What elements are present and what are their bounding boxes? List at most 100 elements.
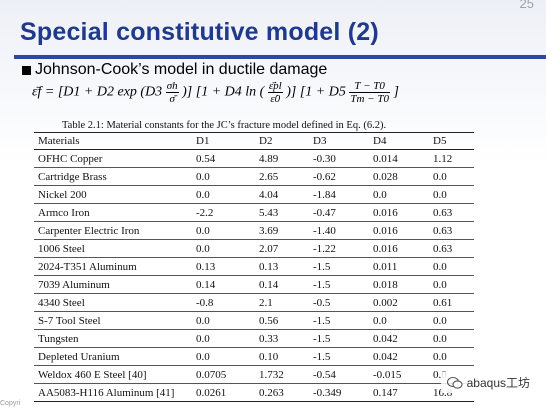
constant-cell: -0.8 (192, 293, 256, 312)
constant-cell: 2.1 (255, 293, 309, 312)
constant-cell: 0.042 (369, 347, 430, 366)
column-header: D3 (313, 135, 327, 147)
constant-cell: 0.042 (369, 329, 430, 348)
material-name-cell: 4340 Steel (34, 293, 192, 312)
constant-cell: 0.028 (369, 167, 430, 186)
table-row: OFHC Copper 0.54 4.89 -0.30 0.014 1.12 (34, 149, 474, 168)
constant-cell: 0.0 (192, 347, 256, 366)
constant-cell: 0.54 (192, 149, 256, 168)
constant-cell: 1.732 (255, 365, 309, 384)
constant-cell: 3.69 (255, 221, 309, 240)
constant-cell: 0.0 (429, 275, 474, 294)
constant-cell: 1.12 (429, 149, 474, 168)
constant-cell: -0.5 (309, 293, 370, 312)
table-row: 1006 Steel 0.0 2.07 -1.22 0.016 0.63 (34, 239, 474, 258)
material-name-cell: 1006 Steel (34, 239, 192, 258)
material-name-cell: 7039 Aluminum (34, 275, 192, 294)
constant-cell: 0.018 (369, 275, 430, 294)
constant-cell: 0.13 (255, 257, 309, 276)
constant-cell: 0.0 (192, 311, 256, 330)
constant-cell: 0.147 (369, 383, 430, 402)
johnson-cook-equation: ε̄f = [D1 + D2 exp (D3 σh σ̄ )] [1 + D4 … (32, 80, 399, 105)
equation-term3: [1 + D5 (299, 84, 346, 100)
constant-cell: 0.0 (429, 329, 474, 348)
constant-cell: 0.0 (369, 311, 430, 330)
column-header: D5 (433, 135, 447, 147)
constant-cell: 0.0 (429, 167, 474, 186)
table-caption: Table 2.1: Material constants for the JC… (62, 120, 387, 131)
constant-cell: 0.0 (429, 311, 474, 330)
table-row: AA5083-H116 Aluminum [41] 0.0261 0.263 -0.3… (34, 383, 474, 402)
constant-cell: 0.33 (255, 329, 309, 348)
constant-cell: 5.43 (255, 203, 309, 222)
wechat-icon (446, 376, 463, 389)
constant-cell: -0.30 (309, 149, 370, 168)
bullet-square-icon (22, 66, 31, 75)
constant-cell: 0.016 (369, 239, 430, 258)
constant-cell: 0.263 (255, 383, 309, 402)
watermark-text: abaqus工坊 (466, 376, 530, 390)
bullet-item: Johnson-Cook’s model in ductile damage (22, 61, 327, 79)
bullet-text: Johnson-Cook’s model in ductile damage (35, 61, 328, 78)
constant-cell: -0.62 (309, 167, 370, 186)
constant-cell: 0.63 (429, 221, 474, 240)
constant-cell: -2.2 (192, 203, 256, 222)
equation-term1-close: )] (182, 84, 193, 100)
constant-cell: 0.016 (369, 203, 430, 222)
material-name-cell: Weldox 460 E Steel [40] (34, 365, 192, 384)
material-name-cell: OFHC Copper (34, 149, 192, 168)
fraction-numerator: σh (165, 80, 179, 93)
equation-term2-close: )] (286, 84, 297, 100)
fraction-numerator: T − T0 (349, 80, 390, 93)
constant-cell: -1.5 (309, 275, 370, 294)
table-row: S-7 Tool Steel 0.0 0.56 -1.5 0.0 0.0 (34, 311, 474, 330)
constant-cell: 0.016 (369, 221, 430, 240)
equation-term1: [D1 + D2 exp (D3 (57, 84, 163, 100)
table-header-row: Materials D1 D2 D3 D4 D5 (34, 132, 474, 150)
material-name-cell: Tungsten (34, 329, 192, 348)
fraction-denominator: σ̄ (169, 93, 175, 105)
constant-cell: -0.015 (369, 365, 430, 384)
constant-cell: 0.0 (192, 221, 256, 240)
constant-cell: 0.63 (429, 203, 474, 222)
constant-cell: 0.0 (192, 185, 256, 204)
copyright-text: Copyri (0, 400, 21, 407)
constant-cell: 4.04 (255, 185, 309, 204)
constant-cell: 0.14 (255, 275, 309, 294)
constant-cell: 0.002 (369, 293, 430, 312)
constant-cell: 0.13 (192, 257, 256, 276)
watermark: abaqus工坊 (440, 372, 536, 393)
constant-cell: 0.0 (192, 167, 256, 186)
table-row: Carpenter Electric Iron 0.0 3.69 -1.40 0.016… (34, 221, 474, 240)
fraction-denominator: Tm − T0 (350, 93, 389, 105)
equation-lhs: ε̄f = (32, 84, 55, 100)
constant-cell: 0.0 (429, 347, 474, 366)
material-name-cell: 2024-T351 Aluminum (34, 257, 192, 276)
constant-cell: 0.0 (192, 329, 256, 348)
table-row: 4340 Steel -0.8 2.1 -0.5 0.002 0.61 (34, 293, 474, 312)
stress-triaxiality-fraction: σh σ̄ (165, 80, 179, 105)
column-header: D2 (259, 135, 273, 147)
material-constants-table: Materials D1 D2 D3 D4 D5 OFHC Copper 0.54… (34, 132, 474, 402)
constant-cell: -1.5 (309, 257, 370, 276)
table-row: Armco Iron -2.2 5.43 -0.47 0.016 0.63 (34, 203, 474, 222)
constant-cell: -0.47 (309, 203, 370, 222)
table-row: 7039 Aluminum 0.14 0.14 -1.5 0.018 0.0 (34, 275, 474, 294)
table-row: Cartridge Brass 0.0 2.65 -0.62 0.028 0.0 (34, 167, 474, 186)
table-row: Nickel 200 0.0 4.04 -1.84 0.0 0.0 (34, 185, 474, 204)
constant-cell: -1.84 (309, 185, 370, 204)
table-row: Weldox 460 E Steel [40] 0.0705 1.732 -0.54-… (34, 365, 474, 384)
table-body: OFHC Copper 0.54 4.89 -0.30 0.014 1.12 Cartrid… (34, 149, 474, 402)
constant-cell: 0.0 (429, 257, 474, 276)
constant-cell: 0.0261 (192, 383, 256, 402)
material-name-cell: Armco Iron (34, 203, 192, 222)
constant-cell: -1.40 (309, 221, 370, 240)
constant-cell: 0.10 (255, 347, 309, 366)
constant-cell: 0.011 (369, 257, 430, 276)
material-name-cell: AA5083-H116 Aluminum [41] (34, 383, 192, 402)
constant-cell: 0.63 (429, 239, 474, 258)
material-name-cell: Nickel 200 (34, 185, 192, 204)
equation-term3-close: ] (393, 84, 399, 100)
constant-cell: 2.65 (255, 167, 309, 186)
